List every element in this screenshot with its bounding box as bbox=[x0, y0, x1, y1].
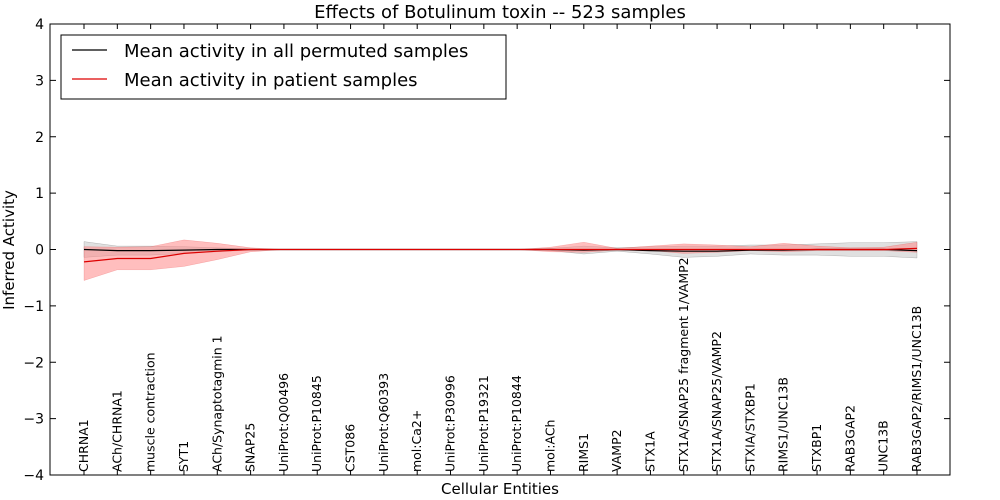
x-tick-label-ach-chrna1: ACh/CHRNA1 bbox=[109, 390, 124, 472]
x-tick-label-rims1: RIMS1 bbox=[576, 433, 591, 472]
x-tick-label-stx1a-snap25-vamp2: STX1A/SNAP25/VAMP2 bbox=[709, 331, 724, 472]
x-tick-label-stxbp1: STXBP1 bbox=[809, 424, 824, 472]
x-tick-label-cst086: CST086 bbox=[343, 424, 358, 472]
band-patient bbox=[83, 239, 918, 281]
legend-box bbox=[60, 34, 507, 100]
y-tick-label: 0 bbox=[35, 243, 44, 259]
y-axis: 4 3 2 1 0 −1 −2 −3 −4 bbox=[23, 17, 950, 484]
confidence-bands bbox=[83, 239, 918, 281]
y-tick-label: 1 bbox=[35, 186, 44, 202]
legend-label-patient: Mean activity in patient samples bbox=[124, 70, 418, 91]
x-tick-label-rab3gap2-rims1-unc13b: RAB3GAP2/RIMS1/UNC13B bbox=[909, 306, 924, 472]
x-tick-label-mol-ach: mol:ACh bbox=[542, 420, 557, 473]
y-axis-title: Inferred Activity bbox=[0, 190, 18, 310]
legend: Mean activity in all permuted samples Me… bbox=[60, 34, 507, 100]
x-tick-label-uniprot-q00496: UniProt:Q00496 bbox=[276, 373, 291, 472]
y-tick-label: −1 bbox=[23, 299, 44, 315]
x-tick-label-uniprot-q60393: UniProt:Q60393 bbox=[376, 373, 391, 472]
x-tick-label-vamp2: VAMP2 bbox=[609, 429, 624, 472]
x-tick-label-stxia-stxbp1: STXIA/STXBP1 bbox=[742, 383, 757, 472]
x-axis: CHRNA1 ACh/CHRNA1 muscle contraction SYT1 AC… bbox=[76, 24, 924, 475]
x-tick-label-rab3gap2: RAB3GAP2 bbox=[842, 405, 857, 472]
chart-title: Effects of Botulinum toxin -- 523 sample… bbox=[314, 2, 686, 23]
x-tick-label-stx1a-snap25-fragment-1-vamp2: STX1A/SNAP25 fragment 1/VAMP2 bbox=[676, 257, 691, 472]
y-tick-label: −2 bbox=[23, 355, 44, 371]
legend-label-permuted: Mean activity in all permuted samples bbox=[124, 41, 468, 62]
y-tick-label: 2 bbox=[35, 130, 44, 146]
y-tick-label: 3 bbox=[35, 73, 44, 89]
x-tick-label-syt1: SYT1 bbox=[176, 441, 191, 472]
x-tick-label-ach-synaptotagmin-1: ACh/Synaptotagmin 1 bbox=[209, 335, 224, 472]
series-lines bbox=[83, 247, 918, 263]
x-tick-label-muscle-contraction: muscle contraction bbox=[143, 352, 158, 472]
x-tick-label-uniprot-p10845: UniProt:P10845 bbox=[309, 375, 324, 472]
x-axis-title: Cellular Entities bbox=[441, 480, 559, 498]
y-tick-label: 4 bbox=[35, 17, 44, 33]
x-tick-label-mol-ca2: mol:Ca2+ bbox=[409, 410, 424, 472]
x-tick-label-uniprot-p30996: UniProt:P30996 bbox=[443, 375, 458, 472]
x-tick-label-unc13b: UNC13B bbox=[876, 420, 891, 472]
y-tick-label: −4 bbox=[23, 468, 44, 484]
x-tick-label-snap25: SNAP25 bbox=[243, 423, 258, 472]
x-tick-label-chrna1: CHRNA1 bbox=[76, 419, 91, 472]
x-tick-label-stx1a: STX1A bbox=[642, 431, 657, 472]
series-line-patient bbox=[83, 247, 918, 263]
x-tick-label-uniprot-p10844: UniProt:P10844 bbox=[509, 375, 524, 472]
y-tick-label: −3 bbox=[23, 412, 44, 428]
x-tick-label-uniprot-p19321: UniProt:P19321 bbox=[476, 375, 491, 472]
x-tick-label-rims1-unc13b: RIMS1/UNC13B bbox=[776, 377, 791, 472]
